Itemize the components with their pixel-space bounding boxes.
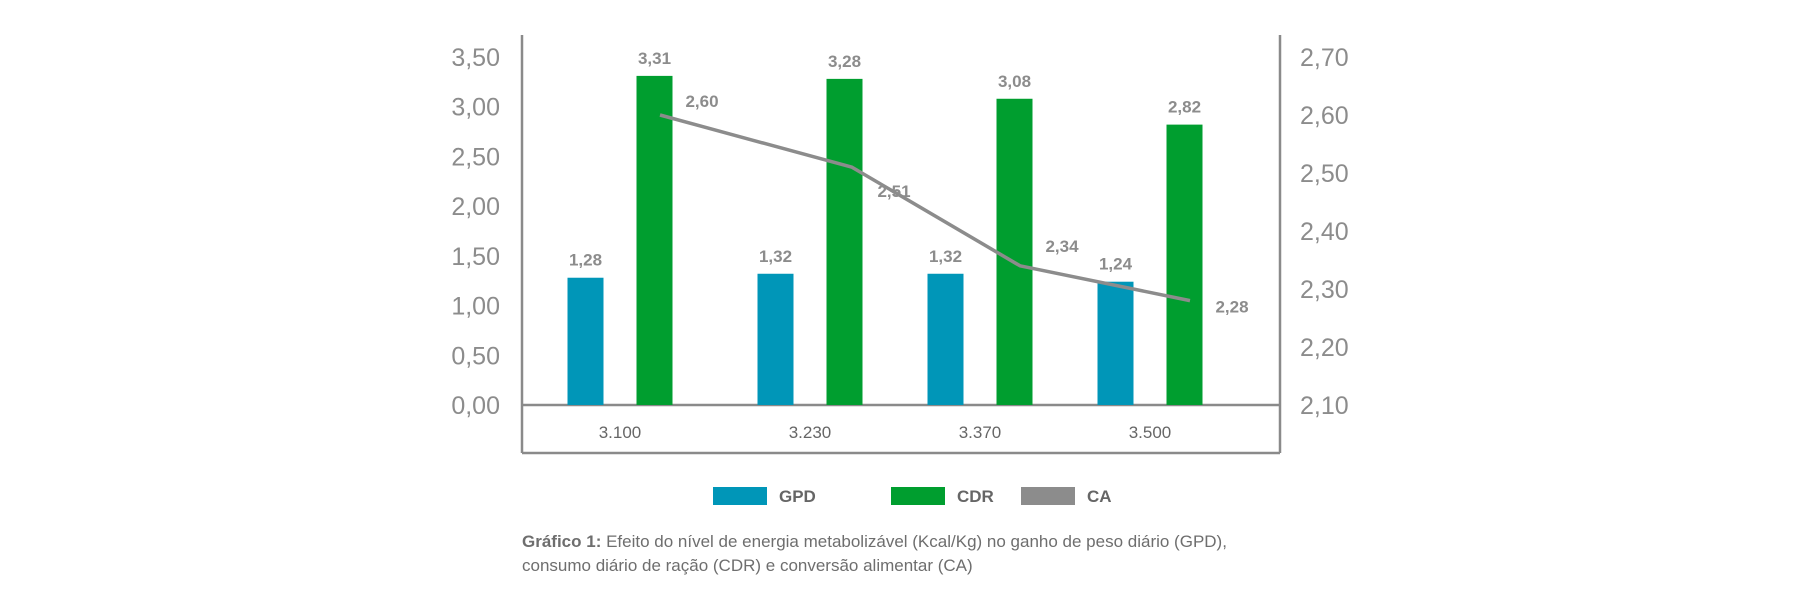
bar-gpd [567,277,604,405]
y-right-tick-label: 2,50 [1300,160,1349,188]
legend-label-gpd: GPD [779,487,816,506]
chart-line [659,113,1191,303]
bar-gpd [757,273,794,405]
data-label-cdr: 3,08 [998,72,1031,91]
chart-legend: GPD CDR CA [713,487,1112,506]
bar-gpd [1097,281,1134,405]
y-left-tick-label: 0,50 [451,342,500,370]
data-label-ca: 2,28 [1215,298,1248,317]
x-tick-label: 3.230 [789,423,832,442]
data-label-ca: 2,60 [685,92,718,111]
legend-label-ca: CA [1087,487,1112,506]
data-label-gpd: 1,28 [569,251,602,270]
y-right-tick-label: 2,60 [1300,102,1349,130]
legend-swatch-ca [1021,487,1075,505]
bar-cdr [1166,124,1203,406]
data-label-gpd: 1,32 [759,247,792,266]
chart-axes: 0,00 0,50 1,00 1,50 2,00 2,50 3,00 3,50 2,10 2,20… [451,35,1349,455]
data-label-ca: 2,51 [877,182,910,201]
legend-swatch-cdr [891,487,945,505]
bar-cdr [996,98,1033,405]
y-right-tick-label: 2,70 [1300,44,1349,72]
y-right-tick-label: 2,20 [1300,334,1349,362]
x-tick-label: 3.100 [599,423,642,442]
chart-data-labels: 1,28 1,32 1,32 1,24 3,31 3,28 3,08 2,82 2,60 2,51… [569,49,1249,317]
y-right-tick-label: 2,40 [1300,218,1349,246]
line-ca [659,113,1191,303]
y-left-tick-label: 2,00 [451,193,500,221]
legend-label-cdr: CDR [957,487,994,506]
y-right-tick-label: 2,30 [1300,276,1349,304]
y-left-tick-label: 1,00 [451,293,500,321]
data-label-cdr: 3,31 [638,49,671,68]
data-label-gpd: 1,32 [929,247,962,266]
legend-swatch-gpd [713,487,767,505]
y-left-tick-label: 2,50 [451,143,500,171]
bar-gpd [927,273,964,405]
y-left-tick-label: 1,50 [451,243,500,271]
y-left-tick-label: 3,00 [451,94,500,122]
data-label-ca: 2,34 [1045,237,1079,256]
caption-text: Efeito do nível de energia metabolizável… [522,532,1227,575]
data-label-gpd: 1,24 [1099,255,1133,274]
y-left-tick-label: 3,50 [451,44,500,72]
data-label-cdr: 3,28 [828,52,861,71]
x-tick-label: 3.500 [1129,423,1172,442]
data-label-cdr: 2,82 [1168,98,1201,117]
bar-cdr [826,78,863,406]
figure-caption: Gráfico 1: Efeito do nível de energia me… [522,530,1282,578]
y-right-tick-label: 2,10 [1300,392,1349,420]
chart: 0,00 0,50 1,00 1,50 2,00 2,50 3,00 3,50 2,10 2,20… [451,35,1349,506]
y-left-tick-label: 0,00 [451,392,500,420]
bar-cdr [636,75,673,406]
caption-bold: Gráfico 1: [522,532,602,551]
x-tick-label: 3.370 [959,423,1002,442]
chart-bars [567,75,1203,406]
